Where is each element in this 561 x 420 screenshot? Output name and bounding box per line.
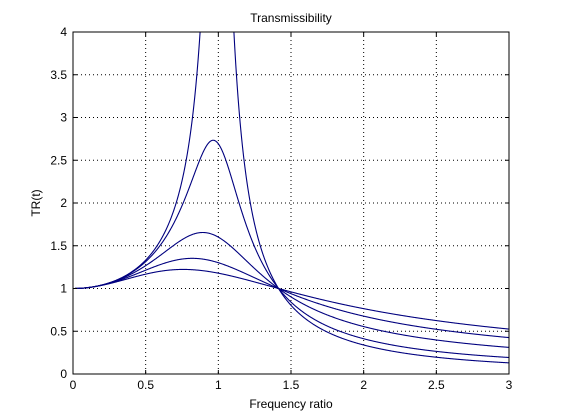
x-tick-label: 0 [70, 378, 77, 392]
y-tick-label: 1.5 [50, 239, 67, 253]
x-tick-label: 1.5 [283, 378, 300, 392]
y-tick-label: 0.5 [50, 324, 67, 338]
y-axis-label: TR(t) [29, 189, 43, 216]
chart-title: Transmissibility [250, 11, 332, 25]
x-tick-label: 1 [215, 378, 222, 392]
y-tick-label: 3.5 [50, 68, 67, 82]
x-tick-label: 2.5 [428, 378, 445, 392]
series-line-3 [73, 257, 509, 339]
ticks: 0 0.5 1 1.5 2 2.5 3 0 0.5 1 1.5 2 2.5 3 3.5 4 [50, 25, 512, 392]
y-tick-label: 4 [60, 25, 67, 39]
x-tick-label: 3 [506, 378, 513, 392]
y-tick-label: 1 [60, 282, 67, 296]
x-tick-label: 2 [360, 378, 367, 392]
series-line-2 [73, 231, 509, 348]
series-line-1 [73, 139, 509, 359]
axes-background [72, 31, 510, 375]
x-tick-label: 0.5 [137, 378, 154, 392]
grid-lines [73, 32, 509, 374]
y-tick-label: 2 [60, 196, 67, 210]
x-axis-label: Frequency ratio [249, 397, 333, 411]
y-tick-label: 2.5 [50, 153, 67, 167]
y-tick-label: 3 [60, 111, 67, 125]
series-line-4 [73, 268, 509, 330]
series-line-0 [73, 32, 509, 364]
y-tick-label: 0 [60, 367, 67, 381]
curves [73, 32, 509, 364]
